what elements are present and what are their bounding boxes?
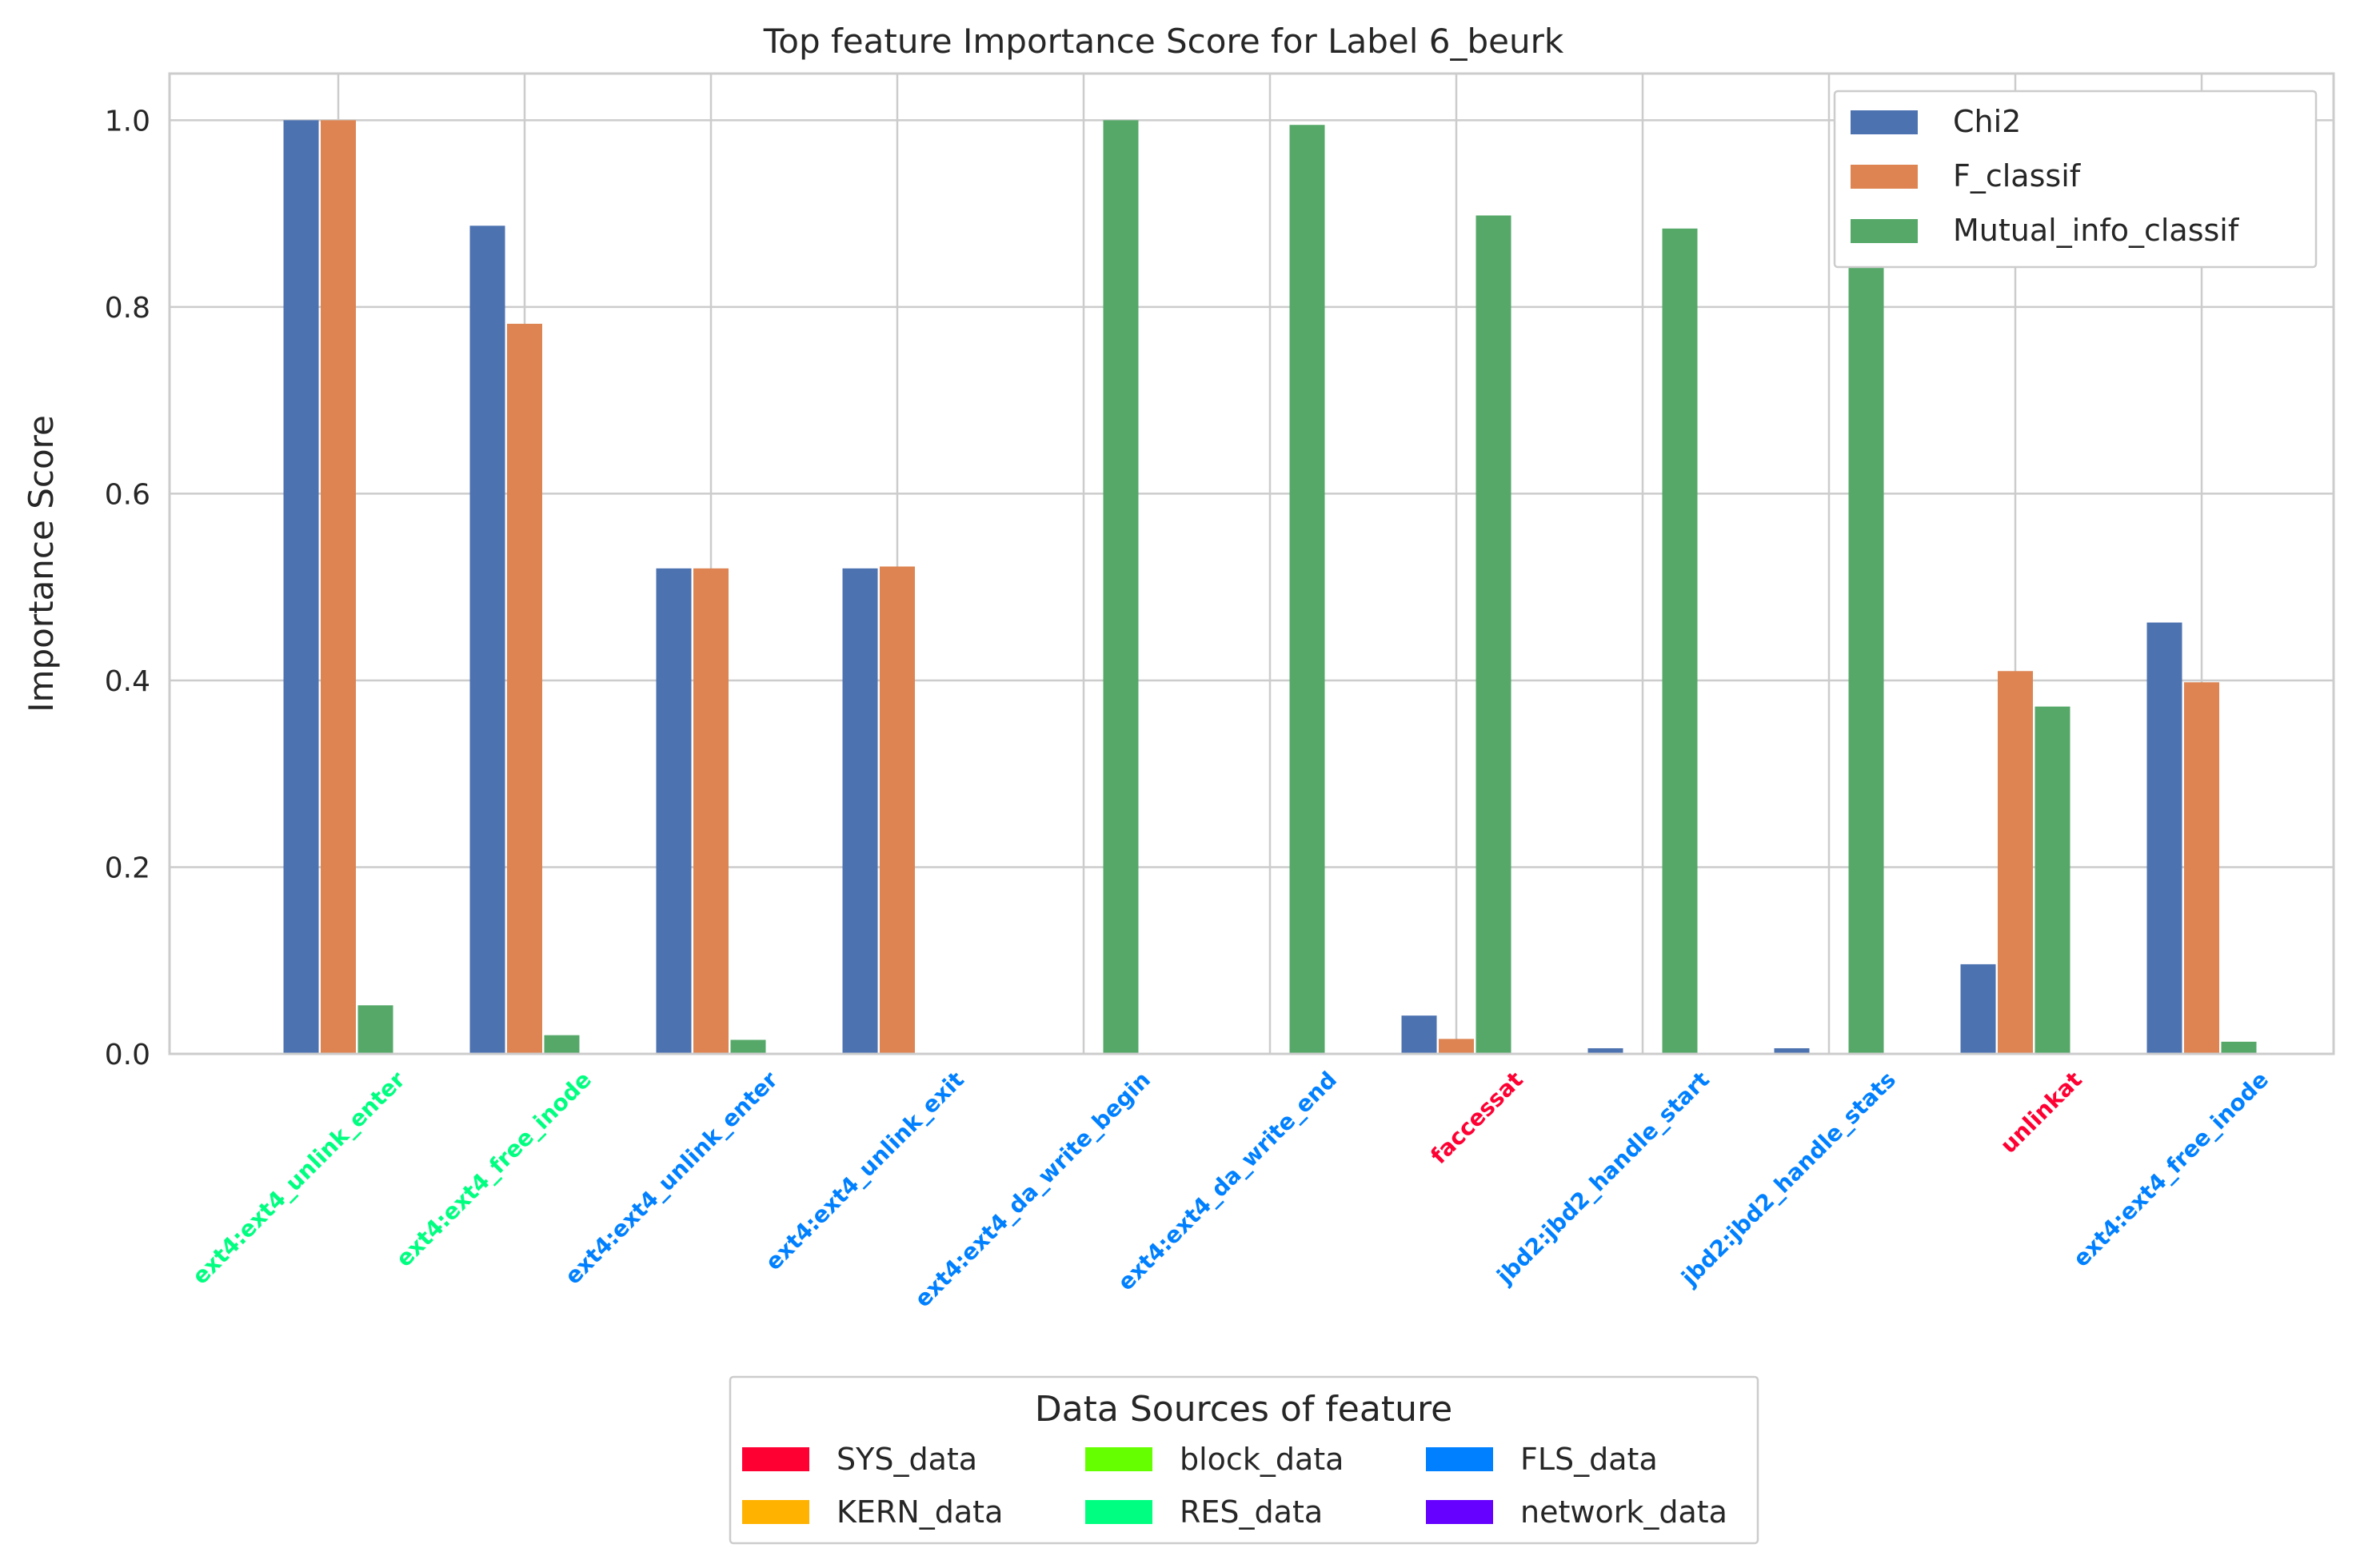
bar xyxy=(1401,1015,1437,1054)
data-source-swatch xyxy=(1085,1447,1152,1471)
data-source-swatch xyxy=(1426,1500,1493,1524)
bar-series xyxy=(283,120,2257,1055)
bar xyxy=(693,568,729,1054)
y-axis-label: Importance Score xyxy=(22,415,61,712)
bar xyxy=(2035,706,2070,1054)
data-sources-legend-title: Data Sources of feature xyxy=(1035,1389,1452,1430)
data-sources-legend: Data Sources of feature SYS_data KERN_dat… xyxy=(729,1375,1759,1545)
series-legend-box xyxy=(1833,90,2318,269)
bar xyxy=(880,566,915,1054)
series-legend-swatch xyxy=(1851,110,1918,134)
series-mutual_info_classif xyxy=(357,120,2257,1055)
chart-title: Top feature Importance Score for Label 6… xyxy=(763,22,1564,61)
data-source-label: RES_data xyxy=(1180,1494,1323,1530)
bar xyxy=(1475,215,1511,1055)
bar xyxy=(321,120,356,1054)
series-legend-label: Mutual_info_classif xyxy=(1953,213,2240,248)
data-source-swatch xyxy=(742,1500,809,1524)
series-f_classif xyxy=(321,120,2219,1055)
bar xyxy=(357,1005,393,1054)
data-source-label: KERN_data xyxy=(837,1494,1003,1530)
bar xyxy=(730,1039,766,1054)
bar xyxy=(2146,622,2182,1054)
y-tick-label: 0.4 xyxy=(105,665,150,698)
bar xyxy=(1960,964,1996,1054)
bar xyxy=(842,568,878,1054)
bar xyxy=(656,568,692,1054)
bar xyxy=(1662,228,1698,1055)
y-tick-label: 0.0 xyxy=(105,1039,150,1071)
bar xyxy=(283,120,319,1054)
y-tick-label: 0.8 xyxy=(105,292,150,325)
bar xyxy=(1289,125,1325,1055)
bar xyxy=(507,323,542,1055)
data-source-label: network_data xyxy=(1520,1494,1727,1530)
data-source-swatch xyxy=(1085,1500,1152,1524)
data-source-label: SYS_data xyxy=(837,1442,977,1477)
bar xyxy=(2184,682,2219,1054)
data-sources-legend-box xyxy=(729,1375,1759,1545)
bar xyxy=(1848,237,1884,1054)
y-tick-label: 0.2 xyxy=(105,852,150,884)
series-legend-label: F_classif xyxy=(1953,158,2082,194)
y-tick-label: 1.0 xyxy=(105,105,150,138)
bar xyxy=(1103,120,1139,1054)
y-tick-label: 0.6 xyxy=(105,478,150,511)
data-source-label: block_data xyxy=(1180,1442,1344,1477)
data-source-swatch xyxy=(742,1447,809,1471)
series-legend-swatch xyxy=(1851,165,1918,189)
data-source-swatch xyxy=(1426,1447,1493,1471)
bar xyxy=(2221,1041,2257,1054)
series-chi2 xyxy=(283,120,2182,1054)
plot-frame xyxy=(168,72,2335,1055)
series-legend-label: Chi2 xyxy=(1953,104,2021,139)
bar xyxy=(1998,671,2033,1054)
bar xyxy=(469,225,505,1054)
y-axis-ticks: 0.0 0.2 0.4 0.6 0.8 1.0 xyxy=(105,105,150,1071)
data-source-label: FLS_data xyxy=(1520,1442,1658,1477)
bar xyxy=(544,1035,580,1054)
series-legend: Chi2 F_classif Mutual_info_classif xyxy=(1833,90,2318,269)
bar xyxy=(1439,1039,1474,1054)
series-legend-swatch xyxy=(1851,219,1918,243)
bar xyxy=(1774,1047,1810,1054)
bar xyxy=(1587,1047,1623,1054)
